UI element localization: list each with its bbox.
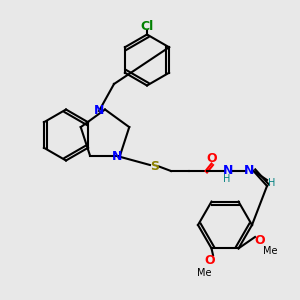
- Text: Me: Me: [263, 245, 277, 256]
- Text: O: O: [254, 233, 265, 247]
- Text: H: H: [223, 173, 230, 184]
- Text: N: N: [244, 164, 254, 178]
- Text: O: O: [206, 152, 217, 166]
- Text: N: N: [223, 164, 233, 178]
- Text: N: N: [112, 149, 122, 163]
- Text: Cl: Cl: [140, 20, 154, 34]
- Text: O: O: [205, 254, 215, 268]
- Text: H: H: [268, 178, 275, 188]
- Text: S: S: [150, 160, 159, 173]
- Text: Me: Me: [197, 268, 211, 278]
- Text: N: N: [94, 104, 104, 118]
